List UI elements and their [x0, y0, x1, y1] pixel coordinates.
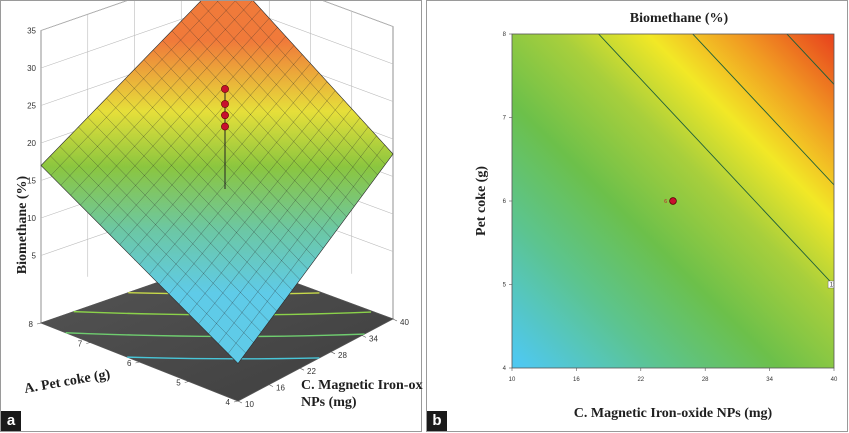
x-tick-label: 34: [766, 377, 773, 383]
panel-label-b: b: [427, 411, 447, 431]
x-tick-mark: [136, 362, 140, 363]
y-tick-label: 8: [503, 32, 507, 38]
x-tick-label: 6: [127, 359, 132, 368]
design-point: [221, 123, 228, 130]
x-tick-label: 4: [226, 398, 231, 407]
z-tick-label: 5: [32, 252, 37, 261]
y-tick-mark: [269, 385, 273, 387]
x-tick-label: 16: [573, 377, 580, 383]
contour-label-box: [844, 198, 849, 205]
contour-label: 15: [830, 283, 837, 289]
x-tick-label: 5: [176, 379, 181, 388]
x-tick-label: 22: [637, 377, 644, 383]
y-tick-label: 6: [503, 199, 507, 205]
x-tick-label: 10: [509, 377, 516, 383]
z-tick-label: 30: [27, 64, 36, 73]
contour-x-axis-title: C. Magnetic Iron-oxide NPs (mg): [574, 406, 773, 421]
panel-label-a: a: [1, 411, 21, 431]
y-tick-label: 22: [307, 367, 316, 376]
contour-y-axis-title: Pet coke (g): [474, 166, 489, 236]
z-tick-label: 20: [27, 139, 36, 148]
y-tick-mark: [300, 368, 304, 370]
x-tick-label: 8: [29, 320, 34, 329]
x-tick-mark: [37, 323, 41, 324]
center-point-marker: 6: [664, 199, 667, 205]
y-tick-mark: [238, 401, 242, 403]
x-tick-label: 7: [78, 340, 83, 349]
z-axis-title: Biomethane (%): [15, 175, 30, 274]
center-point: [670, 198, 677, 205]
y-tick-label: 34: [369, 334, 378, 343]
contour-line: [842, 1, 849, 410]
y-tick-label: 40: [400, 318, 409, 327]
design-point: [221, 85, 228, 92]
y-tick-mark: [331, 352, 335, 354]
y-axis-title-line2: NPs (mg): [301, 395, 357, 410]
y-tick-label: 28: [338, 351, 347, 360]
contour-title: Biomethane (%): [630, 11, 729, 26]
x-tick-mark: [185, 382, 189, 383]
y-tick-label: 4: [503, 366, 507, 372]
design-point: [221, 100, 228, 107]
y-tick-label: 10: [245, 400, 254, 409]
x-tick-mark: [234, 401, 238, 402]
y-tick-mark: [362, 335, 366, 337]
z-tick-label: 25: [27, 102, 36, 111]
z-tick-label: 35: [27, 27, 36, 36]
y-tick-mark: [393, 319, 397, 321]
design-point: [221, 112, 228, 119]
y-tick-label: 16: [276, 384, 285, 393]
x-tick-label: 40: [831, 377, 838, 383]
y-tick-label: 5: [503, 283, 507, 289]
x-tick-label: 28: [702, 377, 709, 383]
y-tick-label: 7: [503, 116, 507, 122]
x-tick-mark: [86, 343, 90, 344]
y-axis-title-line1: C. Magnetic Iron-oxide: [301, 378, 423, 393]
x-axis-title: A. Pet coke (g): [23, 367, 112, 397]
